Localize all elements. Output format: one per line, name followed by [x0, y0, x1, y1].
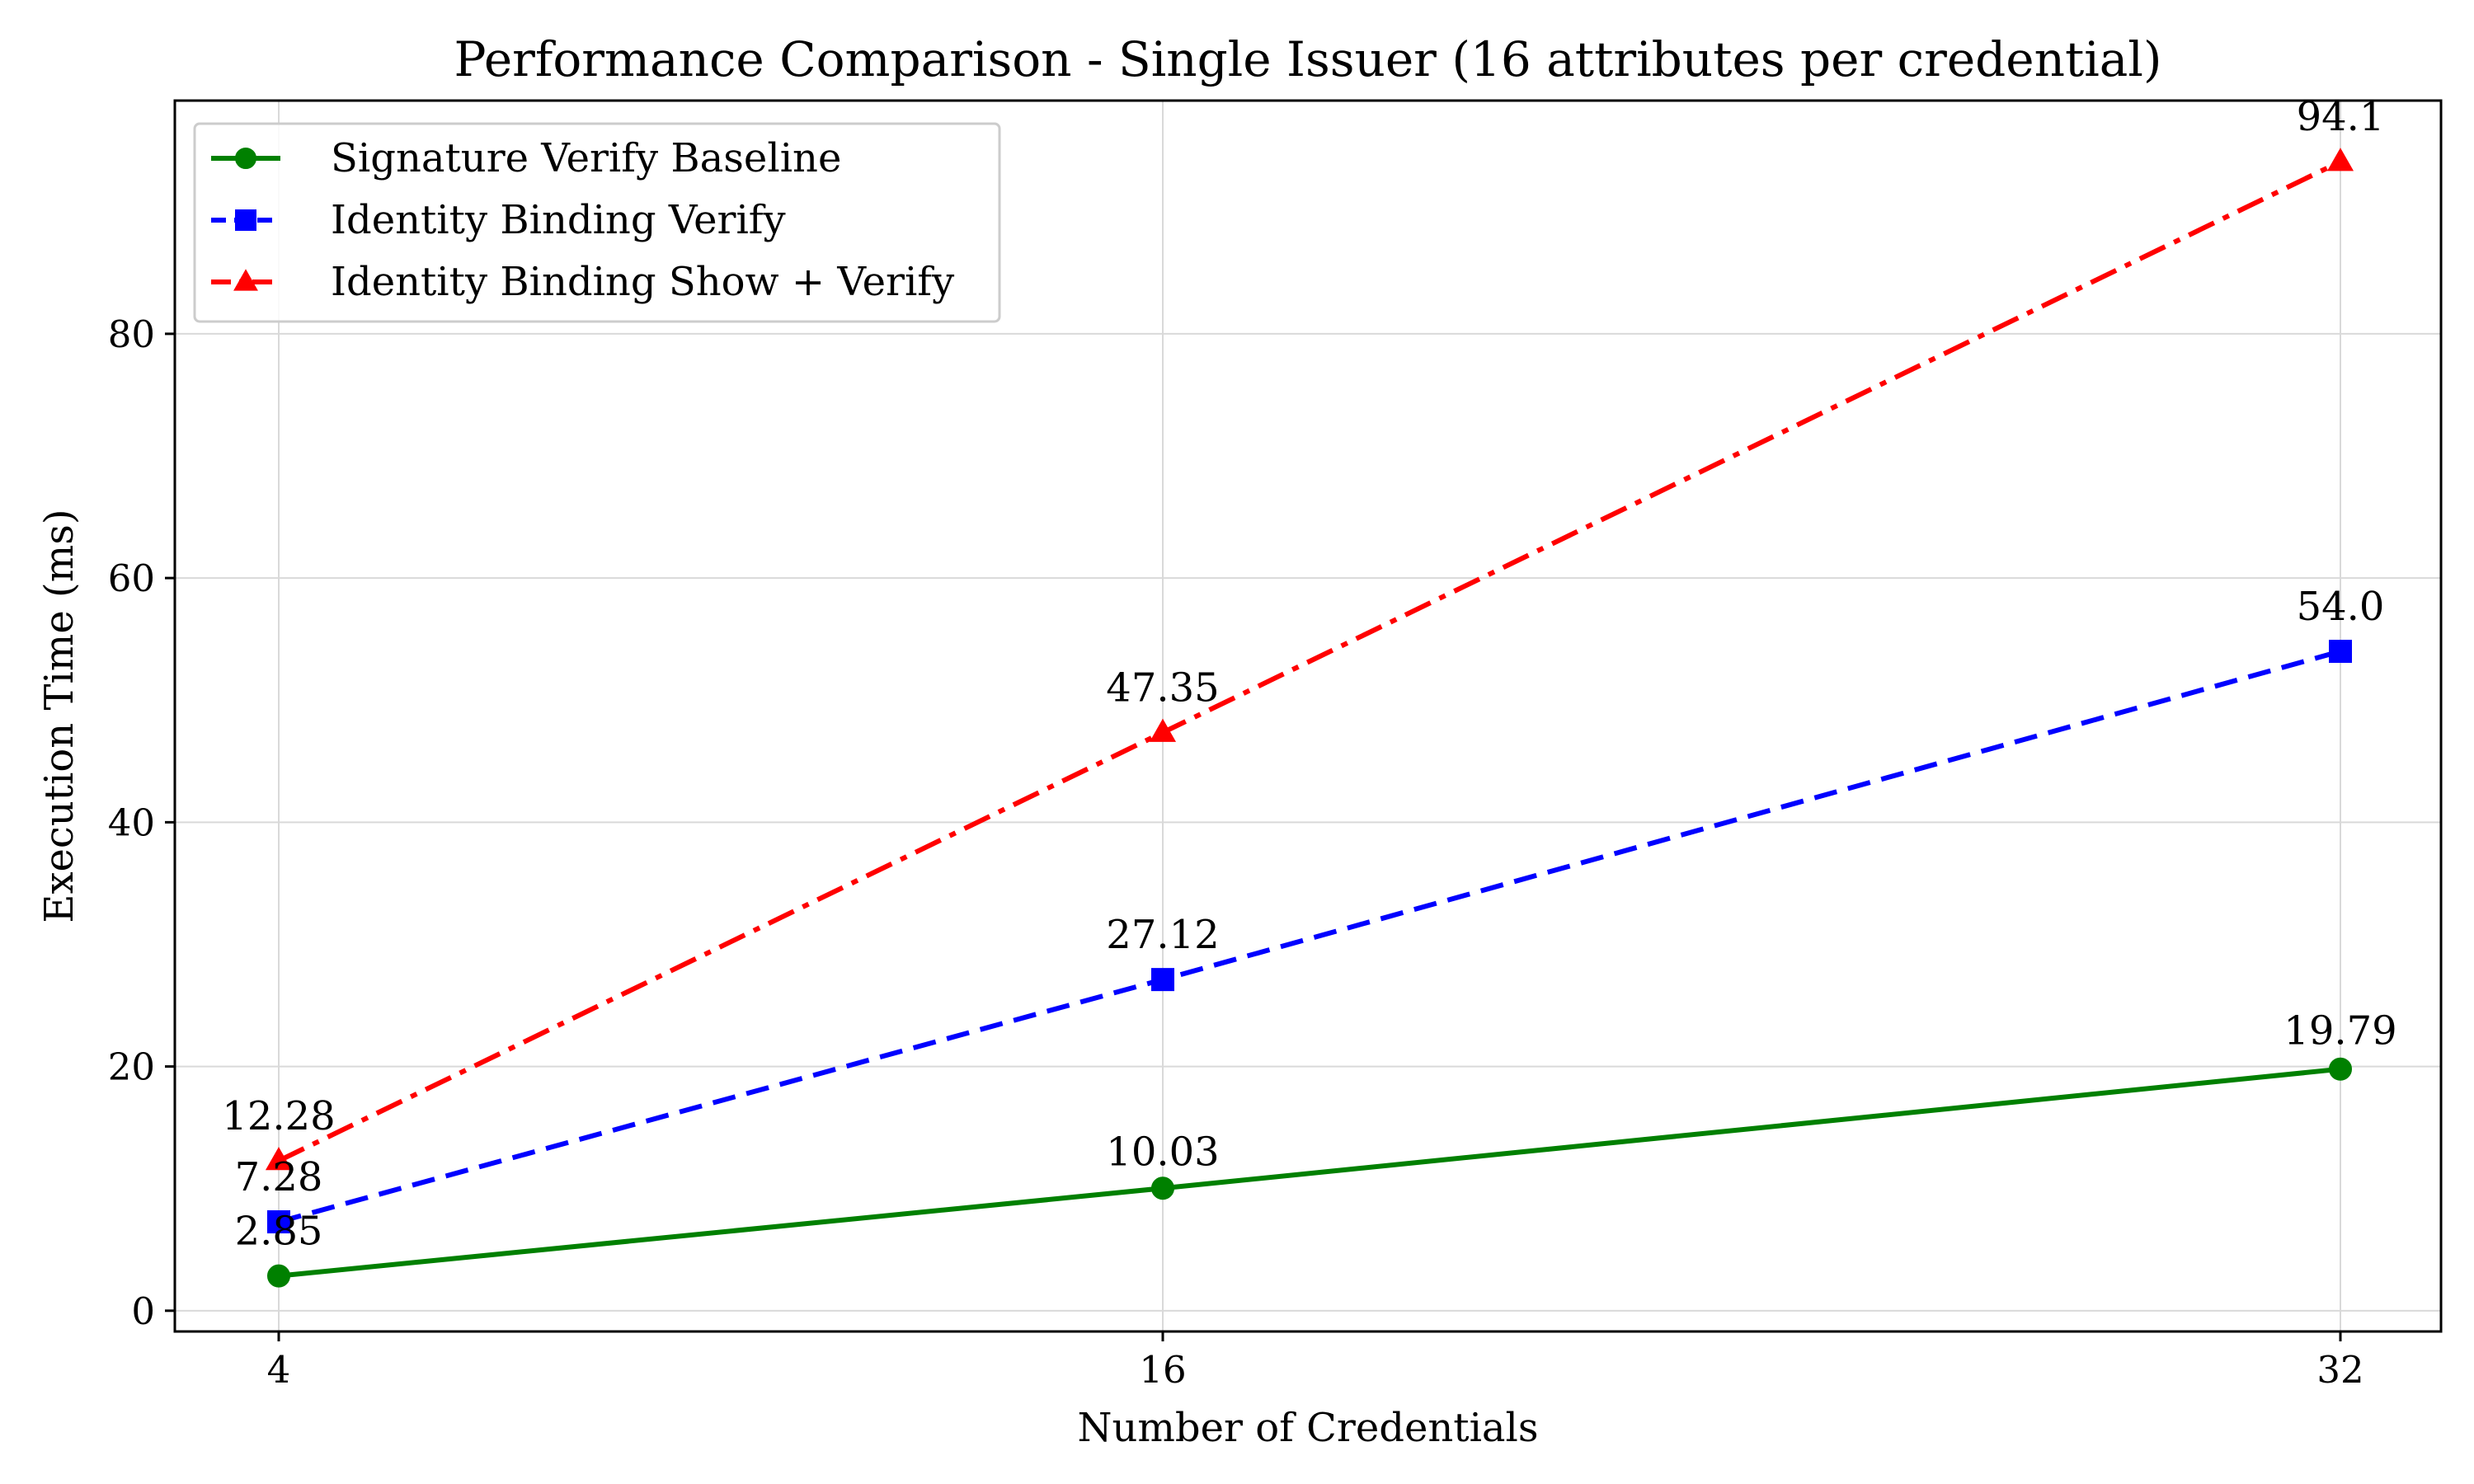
series-0 [267, 1057, 2352, 1288]
series-1 [267, 639, 2352, 1233]
series-1-data-label-0: 7.28 [235, 1154, 323, 1200]
series-2-data-label-1: 47.35 [1106, 665, 1219, 711]
legend-marker-1 [235, 209, 256, 231]
series-1-data-label-2: 54.0 [2297, 584, 2385, 630]
plot-frame [173, 99, 2443, 1333]
x-axis-label: Number of Credentials [1077, 1405, 1538, 1451]
series-0-data-label-0: 2.85 [235, 1209, 323, 1255]
series-0-point-2 [2329, 1057, 2352, 1081]
series-layer [265, 148, 2354, 1288]
legend-items: Signature Verify Baseline Identity Bindin… [211, 135, 954, 305]
x-tick-label: 16 [1139, 1348, 1186, 1392]
legend: Signature Verify Baseline Identity Bindin… [193, 122, 1001, 323]
legend-item-0: Signature Verify Baseline [211, 135, 841, 181]
y-tick-label: 60 [108, 556, 155, 600]
series-2-point-1 [1149, 718, 1177, 742]
legend-item-2: Identity Binding Show + Verify [211, 259, 954, 305]
x-tick-label: 32 [2316, 1348, 2363, 1392]
legend-marker-2 [233, 269, 258, 291]
series-0-point-0 [267, 1264, 290, 1288]
x-tick-label: 4 [267, 1348, 291, 1392]
legend-label-0: Signature Verify Baseline [331, 135, 841, 181]
legend-marker-0 [235, 148, 256, 169]
y-axis-label: Execution Time (ms) [36, 509, 82, 923]
chart-title: Performance Comparison - Single Issuer (… [454, 31, 2161, 87]
series-2-point-0 [265, 1147, 293, 1171]
grid [175, 101, 2441, 1331]
series-0-point-1 [1151, 1176, 1174, 1200]
tick-layer: 0 20 40 60 80 4 16 32 [108, 312, 2364, 1392]
series-2-data-label-0: 12.28 [222, 1093, 335, 1139]
series-1-point-0 [267, 1209, 290, 1233]
series-1-data-label-1: 27.12 [1106, 912, 1219, 958]
legend-item-1: Identity Binding Verify [211, 197, 786, 243]
y-tick-label: 0 [131, 1289, 155, 1333]
series-0-data-label-2: 19.79 [2284, 1008, 2396, 1054]
series-1-point-1 [1151, 968, 1174, 992]
legend-box [193, 122, 1001, 323]
legend-label-1: Identity Binding Verify [331, 197, 786, 243]
series-2 [265, 148, 2354, 1171]
data-label-layer: 2.8510.0319.797.2827.1254.012.2847.3594.… [222, 94, 2396, 1255]
series-0-data-label-1: 10.03 [1106, 1129, 1219, 1175]
series-1-point-2 [2329, 639, 2352, 663]
y-tick-label: 20 [108, 1045, 155, 1089]
y-tick-label: 40 [108, 801, 155, 844]
series-2-point-2 [2326, 148, 2354, 171]
y-tick-label: 80 [108, 312, 155, 356]
legend-label-2: Identity Binding Show + Verify [331, 259, 954, 305]
